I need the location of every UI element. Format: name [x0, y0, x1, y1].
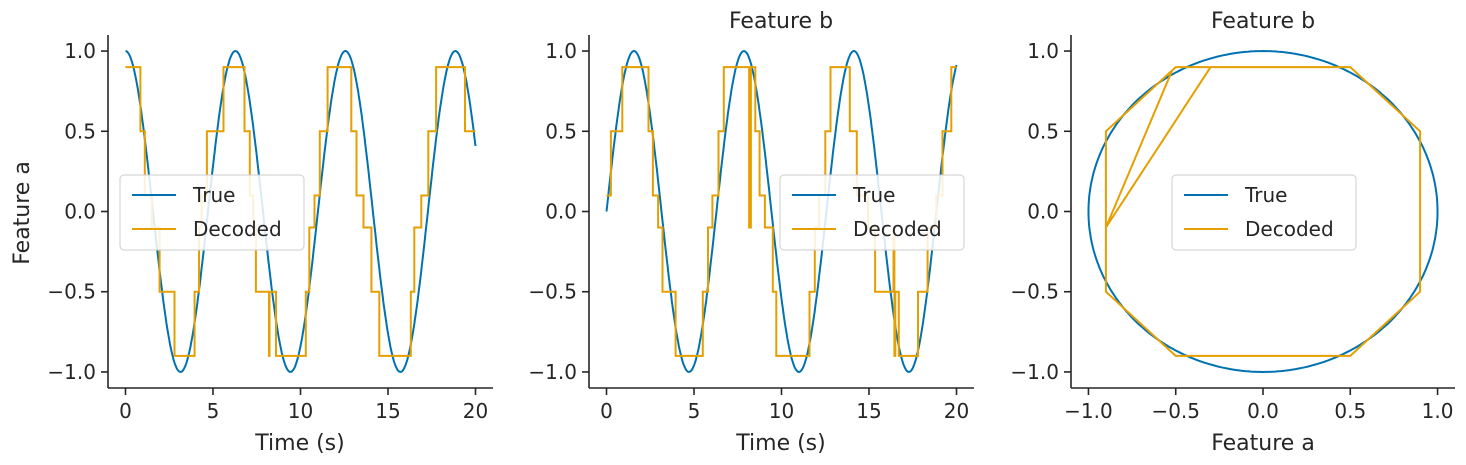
- panel-3-title: Feature b: [1211, 9, 1315, 34]
- panel-1-ylabel: Feature a: [10, 161, 35, 265]
- panel-3-xlabel: Feature a: [1211, 431, 1315, 456]
- x-tick-label: 10: [288, 399, 313, 423]
- panel-3-x-ticks: −1.0 −0.5 0.0 0.5 1.0: [1064, 388, 1453, 423]
- y-tick-label: 1.0: [64, 39, 96, 63]
- panel-3-true-line: [1087, 49, 1439, 374]
- y-tick-label: 0.0: [1027, 200, 1059, 224]
- y-tick-label: −1.0: [1010, 360, 1059, 384]
- decoded-series-line: [1104, 66, 1422, 357]
- x-tick-label: 5: [207, 399, 220, 423]
- x-tick-label: 0.0: [1247, 399, 1279, 423]
- panel-1-y-ticks: −1.0 −0.5 0.0 0.5 1.0: [47, 39, 108, 384]
- x-tick-label: 5: [688, 399, 701, 423]
- panel-3: Feature b −1.0 −0.5 0.0 0.5 1.0 −1.0 −0.5 0.0 0…: [1010, 9, 1455, 456]
- true-series-line: [1087, 49, 1439, 374]
- panel-2-x-ticks: 0 5 10 15 20: [600, 388, 969, 423]
- x-tick-label: 10: [769, 399, 794, 423]
- panel-1-legend-box: [119, 174, 305, 251]
- x-tick-label: 0: [119, 399, 132, 423]
- panel-1-true-line: [125, 49, 477, 373]
- x-tick-label: 1.0: [1422, 399, 1454, 423]
- panel-3-legend-decoded-label: Decoded: [1245, 217, 1334, 241]
- x-tick-label: 15: [375, 399, 400, 423]
- y-tick-label: 0.5: [1027, 119, 1059, 143]
- panel-3-legend-true-label: True: [1244, 183, 1287, 207]
- panel-3-decoded-line: [1104, 66, 1422, 357]
- panel-2-title: Feature b: [729, 9, 833, 34]
- panel-3-y-ticks: −1.0 −0.5 0.0 0.5 1.0: [1010, 39, 1071, 384]
- panel-2-xlabel: Time (s): [735, 431, 825, 456]
- panel-2-legend-true-label: True: [852, 183, 895, 207]
- x-tick-label: −0.5: [1151, 399, 1200, 423]
- y-tick-label: 1.0: [1027, 39, 1059, 63]
- x-tick-label: 20: [944, 399, 969, 423]
- y-tick-label: 0.0: [64, 200, 96, 224]
- y-tick-label: 0.5: [64, 119, 96, 143]
- x-tick-label: 15: [856, 399, 881, 423]
- panel-1-legend-true-label: True: [192, 183, 235, 207]
- x-tick-label: 20: [463, 399, 488, 423]
- decoded-series-line: [125, 66, 476, 357]
- x-tick-label: −1.0: [1064, 399, 1113, 423]
- decoded-series-line: [606, 66, 957, 357]
- panel-2: Feature b 0 5 10 15 20 −1.0 −0.5 0.0 0.5 1.0 Tim…: [528, 9, 974, 456]
- x-tick-label: 0.5: [1334, 399, 1366, 423]
- y-tick-label: −1.0: [47, 360, 96, 384]
- panel-2-legend-decoded-label: Decoded: [853, 217, 942, 241]
- x-tick-label: 0: [600, 399, 613, 423]
- panel-1-x-ticks: 0 5 10 15 20: [119, 388, 488, 423]
- panel-2-legend: True Decoded: [779, 174, 965, 251]
- panel-2-legend-box: [779, 174, 965, 251]
- y-tick-label: 0.0: [545, 200, 577, 224]
- panel-1-xlabel: Time (s): [254, 431, 344, 456]
- panel-2-decoded-line: [606, 66, 957, 357]
- y-tick-label: −0.5: [47, 280, 96, 304]
- y-tick-label: −0.5: [1010, 280, 1059, 304]
- panel-2-y-ticks: −1.0 −0.5 0.0 0.5 1.0: [528, 39, 589, 384]
- y-tick-label: 0.5: [545, 119, 577, 143]
- y-tick-label: 1.0: [545, 39, 577, 63]
- panel-3-legend: True Decoded: [1171, 174, 1357, 251]
- panel-1-legend: True Decoded: [119, 174, 305, 251]
- panel-1: 0 5 10 15 20 −1.0 −0.5 0.0 0.5 1.0 Time (s) Feat…: [10, 35, 493, 456]
- y-tick-label: −0.5: [528, 280, 577, 304]
- y-tick-label: −1.0: [528, 360, 577, 384]
- panel-3-legend-box: [1171, 174, 1357, 251]
- panel-1-legend-decoded-label: Decoded: [193, 217, 282, 241]
- true-series-line: [125, 49, 477, 373]
- panel-1-decoded-line: [125, 66, 476, 357]
